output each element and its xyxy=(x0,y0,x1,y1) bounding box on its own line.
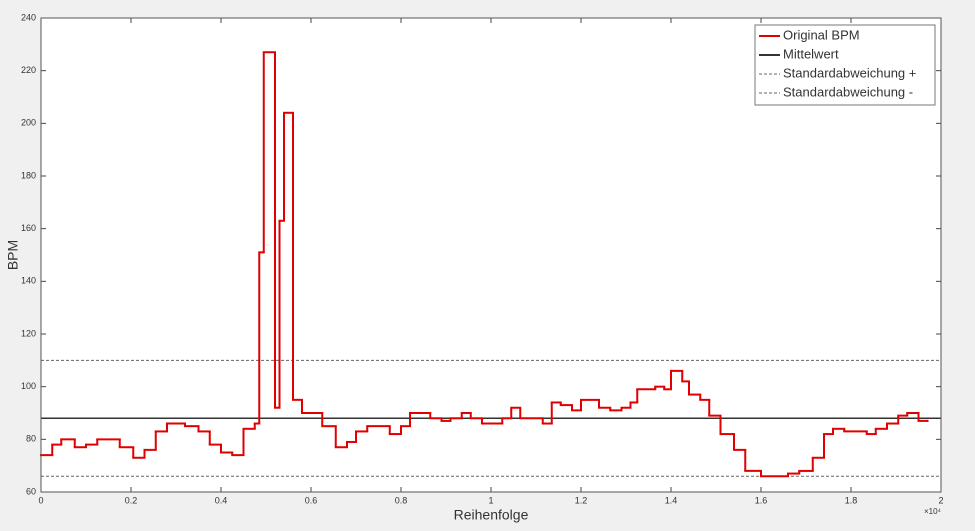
x-tick-label: 2 xyxy=(938,495,943,505)
x-tick-label: 0.6 xyxy=(305,495,318,505)
y-tick-label: 140 xyxy=(21,276,36,286)
x-tick-label: 1.2 xyxy=(575,495,588,505)
legend-box xyxy=(754,24,936,106)
axes-box xyxy=(40,17,942,493)
y-tick-label: 200 xyxy=(21,118,36,128)
x-tick-label: 1.6 xyxy=(755,495,768,505)
x-tick-label: 0.4 xyxy=(215,495,228,505)
x-tick-label: 1.4 xyxy=(665,495,678,505)
legend-label: Standardabweichung + xyxy=(783,65,916,80)
y-tick-label: 160 xyxy=(21,223,36,233)
y-tick-label: 220 xyxy=(21,65,36,75)
y-tick-label: 120 xyxy=(21,328,36,338)
x-tick-label: 0.2 xyxy=(125,495,138,505)
x-axis-label: Reihenfolge xyxy=(454,507,529,523)
x-tick-label: 1.8 xyxy=(845,495,858,505)
y-tick-label: 100 xyxy=(21,381,36,391)
legend-label: Standardabweichung - xyxy=(783,84,913,99)
y-tick-label: 240 xyxy=(21,12,36,22)
y-tick-label: 60 xyxy=(26,486,36,496)
x-tick-label: 0.8 xyxy=(395,495,408,505)
y-tick-label: 180 xyxy=(21,170,36,180)
legend-label: Original BPM xyxy=(783,27,860,42)
x-tick-label: 0 xyxy=(38,495,43,505)
y-tick-label: 80 xyxy=(26,434,36,444)
x-tick-label: 1 xyxy=(488,495,493,505)
x-exponent-label: ×10⁴ xyxy=(924,507,942,516)
y-axis-label: BPM xyxy=(5,240,21,270)
legend-label: Mittelwert xyxy=(783,46,839,61)
